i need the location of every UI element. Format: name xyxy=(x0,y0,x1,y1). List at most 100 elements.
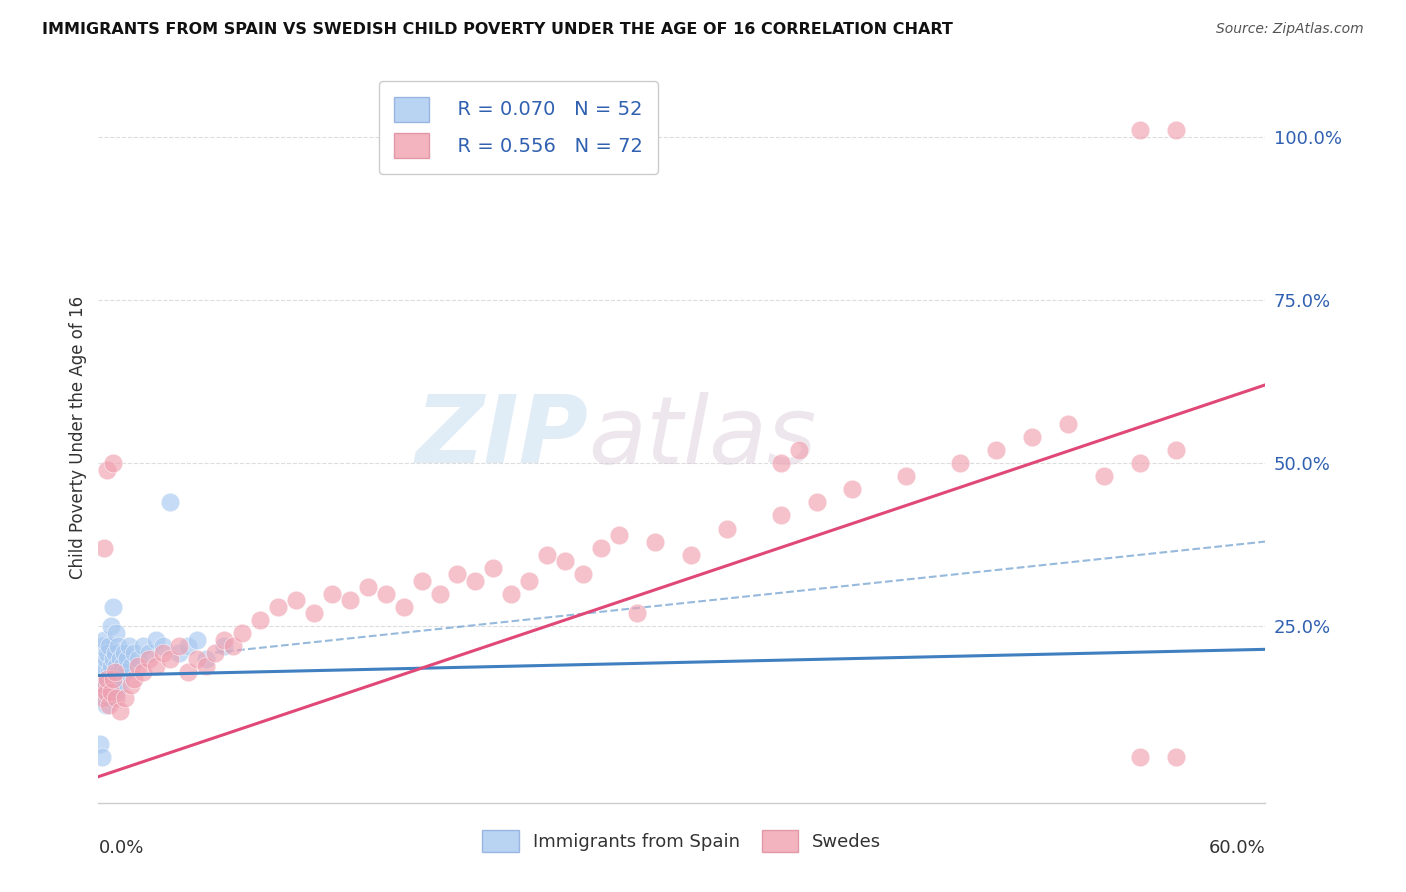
Point xyxy=(501,587,523,601)
Point xyxy=(679,548,702,562)
Point xyxy=(105,685,128,699)
Point xyxy=(93,541,115,555)
Point xyxy=(96,672,118,686)
Point xyxy=(321,587,343,601)
Point xyxy=(98,691,121,706)
Point xyxy=(124,646,146,660)
Point xyxy=(94,698,117,712)
Point xyxy=(114,665,136,680)
Text: IMMIGRANTS FROM SPAIN VS SWEDISH CHILD POVERTY UNDER THE AGE OF 16 CORRELATION C: IMMIGRANTS FROM SPAIN VS SWEDISH CHILD P… xyxy=(42,22,953,37)
Point xyxy=(114,691,136,706)
Point xyxy=(429,587,451,601)
Point xyxy=(94,685,117,699)
Point xyxy=(212,632,235,647)
Point xyxy=(152,639,174,653)
Point xyxy=(167,639,190,653)
Point xyxy=(108,678,131,692)
Point xyxy=(591,541,613,555)
Point xyxy=(105,658,128,673)
Point xyxy=(103,665,125,680)
Point xyxy=(787,443,810,458)
Point xyxy=(91,639,114,653)
Point xyxy=(124,672,146,686)
Point xyxy=(186,632,208,647)
Point xyxy=(101,599,124,614)
Point xyxy=(1129,750,1152,764)
Legend: Immigrants from Spain, Swedes: Immigrants from Spain, Swedes xyxy=(475,823,889,860)
Point xyxy=(115,652,138,666)
Point xyxy=(1129,123,1152,137)
Point xyxy=(517,574,540,588)
Point xyxy=(806,495,828,509)
Point xyxy=(120,678,142,692)
Point xyxy=(231,626,253,640)
Point xyxy=(446,567,468,582)
Point xyxy=(89,672,111,686)
Point xyxy=(1092,469,1115,483)
Point xyxy=(94,652,117,666)
Point xyxy=(186,652,208,666)
Point xyxy=(100,685,122,699)
Point xyxy=(103,646,125,660)
Point xyxy=(105,691,128,706)
Point xyxy=(177,665,200,680)
Point xyxy=(93,678,115,692)
Point xyxy=(195,652,218,666)
Point xyxy=(302,607,325,621)
Point xyxy=(716,521,738,535)
Point xyxy=(607,528,630,542)
Point xyxy=(107,639,129,653)
Point xyxy=(100,658,122,673)
Point xyxy=(167,646,190,660)
Point xyxy=(411,574,433,588)
Point xyxy=(159,495,181,509)
Point xyxy=(93,658,115,673)
Point xyxy=(626,607,648,621)
Point xyxy=(108,705,131,719)
Y-axis label: Child Poverty Under the Age of 16: Child Poverty Under the Age of 16 xyxy=(69,295,87,579)
Point xyxy=(195,658,218,673)
Text: 60.0%: 60.0% xyxy=(1209,839,1265,857)
Point xyxy=(98,698,121,712)
Point xyxy=(100,619,122,633)
Point xyxy=(132,665,155,680)
Point xyxy=(769,508,792,523)
Text: atlas: atlas xyxy=(589,392,817,483)
Point xyxy=(1021,430,1043,444)
Point xyxy=(204,646,226,660)
Text: Source: ZipAtlas.com: Source: ZipAtlas.com xyxy=(1216,22,1364,37)
Point xyxy=(1164,750,1187,764)
Point xyxy=(112,646,135,660)
Point xyxy=(482,560,505,574)
Point xyxy=(949,456,972,470)
Point xyxy=(93,632,115,647)
Point xyxy=(127,658,149,673)
Text: ZIP: ZIP xyxy=(416,391,589,483)
Point xyxy=(267,599,290,614)
Point xyxy=(118,639,141,653)
Text: 0.0%: 0.0% xyxy=(98,839,143,857)
Point xyxy=(572,567,595,582)
Point xyxy=(159,652,181,666)
Point xyxy=(101,456,124,470)
Point xyxy=(98,639,121,653)
Point xyxy=(284,593,307,607)
Point xyxy=(93,678,115,692)
Point xyxy=(212,639,235,653)
Point xyxy=(554,554,576,568)
Point xyxy=(896,469,918,483)
Point xyxy=(357,580,380,594)
Point xyxy=(111,658,134,673)
Point xyxy=(101,678,124,692)
Point xyxy=(984,443,1007,458)
Point xyxy=(222,639,245,653)
Point xyxy=(96,463,118,477)
Point xyxy=(374,587,396,601)
Point xyxy=(769,456,792,470)
Point xyxy=(127,652,149,666)
Point xyxy=(120,658,142,673)
Point xyxy=(94,678,117,692)
Point xyxy=(107,665,129,680)
Point xyxy=(96,685,118,699)
Point xyxy=(91,691,114,706)
